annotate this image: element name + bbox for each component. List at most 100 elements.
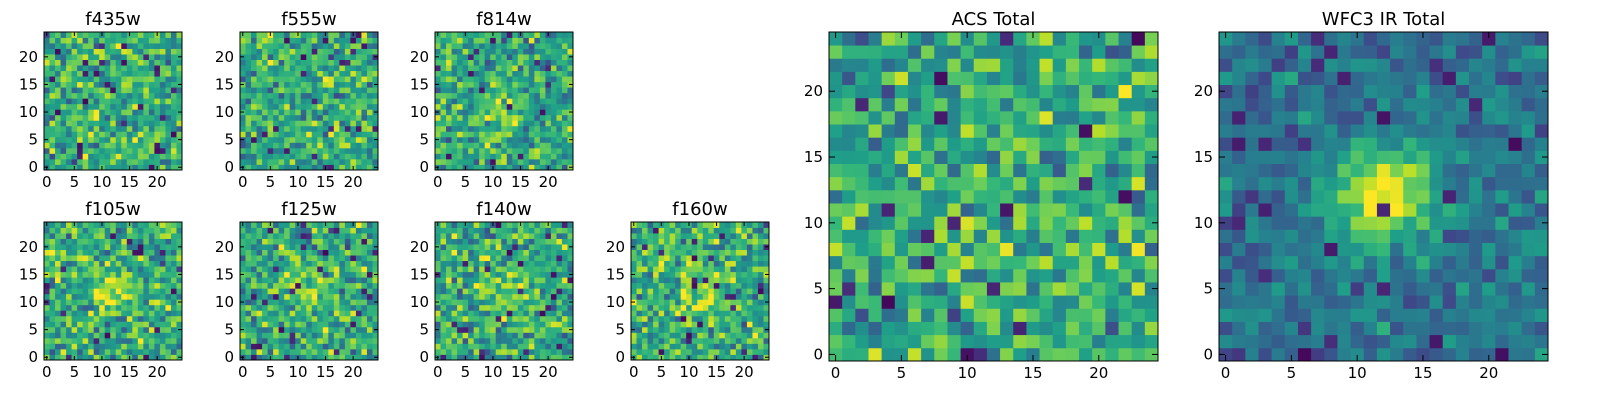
heatmap-cell [311,343,318,350]
heatmap-cell [154,87,161,94]
heatmap-cell [567,76,574,83]
heatmap-cell [240,131,246,138]
heatmap-cell [730,332,737,339]
heatmap-cell [82,293,89,300]
heatmap-cell [506,282,513,289]
heatmap-cell [284,37,291,44]
heatmap-cell [545,43,552,49]
heatmap-cell [344,249,351,256]
heatmap-cell [60,238,67,245]
heatmap-cell [468,299,475,306]
heatmap-cell [311,260,318,267]
heatmap-cell [126,48,133,55]
heatmap-cell [702,238,709,245]
heatmap-cell [55,233,61,239]
heatmap-cell [317,354,324,361]
heatmap-cell [973,163,988,178]
heatmap-cell [311,164,318,171]
heatmap-cell [528,299,535,306]
heatmap-cell [713,260,720,267]
heatmap-cell [311,304,318,311]
heatmap-cell [361,348,368,355]
heatmap-cell [71,260,78,267]
heatmap-cell [355,37,362,44]
heatmap-cell [344,43,351,49]
heatmap-cell [132,32,139,38]
heatmap-cell [495,255,502,262]
heatmap-cell [311,354,318,361]
heatmap-cell [121,233,128,239]
heatmap-cell [556,142,563,149]
heatmap-cell [295,266,302,273]
heatmap-cell [126,120,133,127]
heatmap-cell [148,92,155,99]
heatmap-cell [446,332,452,339]
heatmap-cell [528,233,535,239]
heatmap-cell [528,222,535,228]
heatmap-cell [361,70,368,77]
heatmap-cell [339,271,346,278]
heatmap-cell [528,147,535,154]
heatmap-cell [719,354,726,361]
heatmap-cell [99,87,106,94]
heatmap-cell [556,222,563,228]
heatmap-cell [680,310,687,317]
heatmap-cell [93,354,100,361]
heatmap-cell [746,238,753,245]
heatmap-cell [55,98,61,105]
heatmap-cell [719,288,726,295]
heatmap-cell [868,189,883,204]
heatmap-cell [170,293,177,300]
heatmap-cell [99,54,106,60]
heatmap-cell [506,326,513,333]
heatmap-cell [457,299,463,306]
heatmap-cell [240,76,246,83]
heatmap-cell [435,332,441,339]
heatmap-cell [1118,347,1133,362]
heatmap-cell [159,348,166,355]
heatmap-cell [484,131,491,138]
heatmap-cell [333,321,340,328]
heatmap-cell [148,114,155,121]
heatmap-cell [49,37,56,44]
heatmap-cell [88,147,95,154]
heatmap-cell [1118,229,1133,243]
heatmap-cell [534,153,541,160]
heatmap-cell [561,332,568,339]
heatmap-cell [115,48,122,55]
heatmap-cell [545,337,552,344]
heatmap-cell [49,354,56,361]
heatmap-cell [82,43,89,49]
heatmap-cell [49,288,56,295]
heatmap-cell [730,304,737,311]
heatmap-cell [757,321,764,328]
heatmap-cell [512,136,519,143]
heatmap-cell [110,125,117,132]
heatmap-cell [708,348,715,355]
heatmap-cell [77,125,84,132]
heatmap-cell [1000,268,1014,283]
heatmap-cell [1105,216,1119,230]
heatmap-cell [636,282,643,289]
heatmap-cell [66,32,72,38]
heatmap-cell [278,332,285,339]
heatmap-cell [306,131,313,138]
heatmap-cell [93,321,100,328]
heatmap-cell [251,310,257,317]
heatmap-cell [561,142,568,149]
heatmap-cell [289,142,296,149]
heatmap-cell [350,142,357,149]
heatmap-cell [245,92,252,99]
heatmap-cell [121,255,128,262]
heatmap-cell [495,304,502,311]
heatmap-cell [77,142,84,149]
heatmap-cell [647,310,654,317]
heatmap-cell [523,142,530,149]
heatmap-cell [44,288,50,295]
heatmap-cell [115,321,122,328]
heatmap-cell [440,332,447,339]
heatmap-cell [372,321,379,328]
heatmap-cell [115,343,122,350]
heatmap-cell [545,304,552,311]
heatmap-cell [746,271,753,278]
